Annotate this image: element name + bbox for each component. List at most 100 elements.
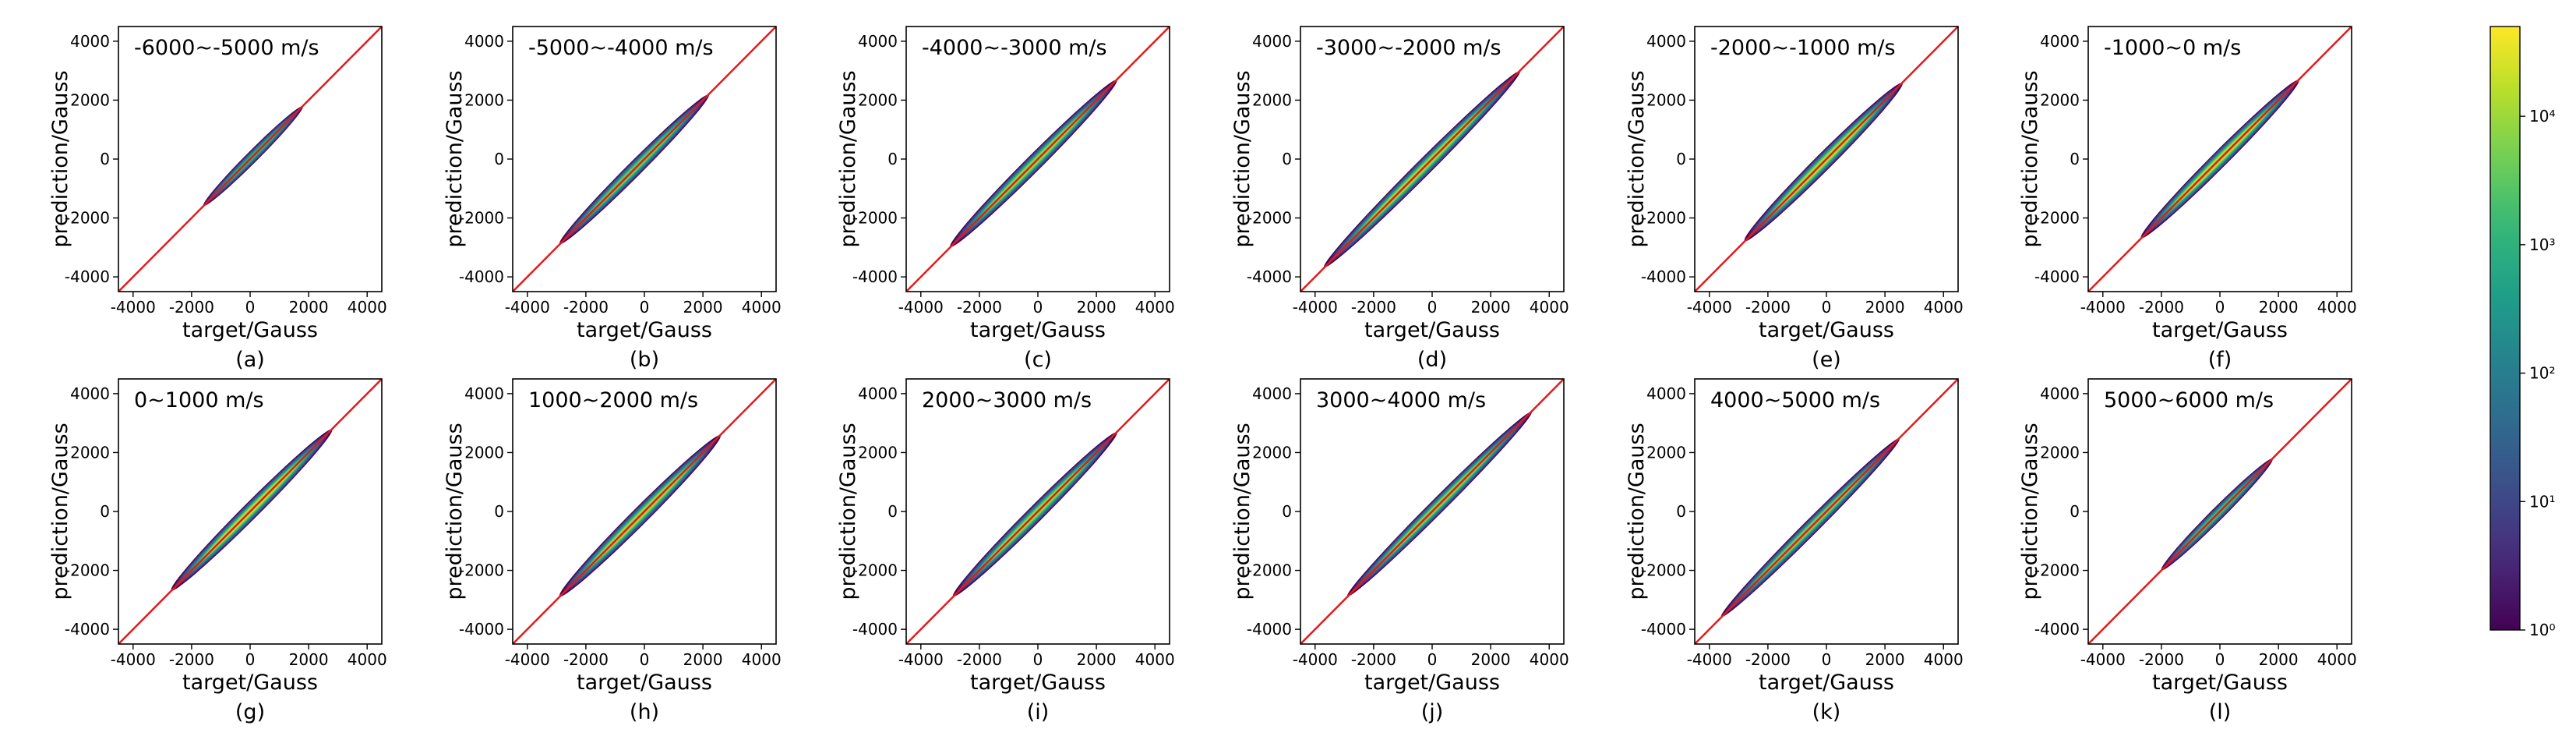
x-tick-label: -2000: [957, 650, 1002, 669]
y-tick-label: 0: [887, 502, 898, 521]
x-tick-label: 4000: [1530, 650, 1569, 669]
y-tick-label: 4000: [1252, 384, 1292, 403]
y-tick-label: -2000: [852, 209, 898, 228]
x-tick-label: -4000: [898, 650, 944, 669]
y-tick-label: 2000: [1646, 90, 1686, 109]
reference-line: [1695, 27, 1958, 292]
panel-title: 0~1000 m/s: [134, 388, 264, 412]
y-tick-label: -2000: [1247, 561, 1292, 580]
y-tick-label: 0: [494, 502, 504, 521]
x-tick-label: -2000: [169, 650, 214, 669]
y-tick-label: -2000: [2034, 561, 2080, 580]
y-axis-label: prediction/Gauss: [1625, 423, 1649, 600]
x-axis-label: target/Gauss: [970, 318, 1106, 342]
y-tick-label: 0: [2070, 150, 2080, 168]
x-tick-label: 2000: [2259, 650, 2299, 669]
x-tick-label: 0: [2215, 650, 2225, 669]
x-tick-label: 2000: [1865, 298, 1905, 317]
panel-j: -4000 -2000 0 2000 4000 -4000 -2000 0 2000 4000 ta…: [1230, 378, 1569, 724]
x-tick-label: -2000: [957, 298, 1002, 317]
x-tick-label: 2000: [1077, 298, 1117, 317]
panel-f: -4000 -2000 0 2000 4000 -4000 -2000 0 2000 4000 ta…: [2018, 26, 2357, 372]
x-tick-label: 4000: [348, 298, 387, 317]
x-tick-label: 2000: [683, 298, 723, 317]
colorbar-tick-label: 10³: [2529, 235, 2555, 254]
reference-line: [1695, 379, 1958, 644]
panel-h: -4000 -2000 0 2000 4000 -4000 -2000 0 2000 4000 ta…: [443, 378, 782, 724]
panel-title: -2000~-1000 m/s: [1710, 36, 1896, 60]
reference-line: [2088, 379, 2352, 644]
y-tick-label: 4000: [70, 32, 110, 51]
y-tick-label: -2000: [2034, 209, 2080, 228]
colorbar-tick-label: 10²: [2529, 364, 2555, 383]
x-tick-label: 4000: [1924, 298, 1964, 317]
y-tick-label: 2000: [464, 443, 504, 462]
panel-b: -4000 -2000 0 2000 4000 -4000 -2000 0 2000 4000 ta…: [443, 26, 782, 372]
x-tick-label: 2000: [2259, 298, 2299, 317]
panel-title: 4000~5000 m/s: [1710, 388, 1880, 412]
x-tick-label: 4000: [1135, 650, 1175, 669]
y-tick-label: 4000: [1252, 32, 1292, 51]
y-tick-label: -4000: [459, 620, 504, 639]
x-axis-label: target/Gauss: [577, 318, 712, 342]
x-tick-label: 4000: [2317, 298, 2357, 317]
panel-title: -3000~-2000 m/s: [1316, 36, 1501, 60]
scatter-density: [1695, 379, 1958, 644]
y-tick-label: 2000: [1252, 443, 1292, 462]
panel-label: (c): [1024, 348, 1052, 372]
reference-line: [1300, 27, 1564, 292]
y-tick-label: 4000: [2040, 32, 2080, 51]
y-tick-label: -4000: [2034, 267, 2080, 286]
reference-line: [513, 379, 776, 644]
scatter-density: [906, 379, 1170, 644]
y-tick-label: -2000: [1641, 209, 1686, 228]
panel-title: 1000~2000 m/s: [528, 388, 698, 412]
x-tick-label: 0: [640, 298, 650, 317]
x-axis-label: target/Gauss: [182, 318, 318, 342]
y-tick-label: 0: [1282, 502, 1292, 521]
x-axis-label: target/Gauss: [577, 671, 712, 695]
colorbar-tick-label: 10⁰: [2529, 621, 2555, 639]
y-tick-label: 2000: [2040, 443, 2080, 462]
x-axis-label: target/Gauss: [1364, 318, 1500, 342]
y-axis-label: prediction/Gauss: [1625, 70, 1649, 247]
y-tick-label: 2000: [1252, 90, 1292, 109]
y-axis-label: prediction/Gauss: [48, 70, 72, 247]
y-tick-label: 4000: [464, 32, 504, 51]
panel-title: -5000~-4000 m/s: [528, 36, 714, 60]
y-tick-label: 4000: [2040, 384, 2080, 403]
y-tick-label: -4000: [65, 267, 110, 286]
panel-label: (g): [235, 700, 265, 724]
y-tick-label: 4000: [1646, 384, 1686, 403]
x-tick-label: -2000: [563, 298, 609, 317]
scatter-density: [118, 27, 382, 292]
panel-title: 2000~3000 m/s: [922, 388, 1092, 412]
x-tick-label: 0: [2215, 298, 2225, 317]
x-tick-label: 0: [1033, 650, 1043, 669]
colorbar-frame: [2490, 26, 2521, 631]
x-tick-label: -2000: [1351, 298, 1396, 317]
y-axis-label: prediction/Gauss: [48, 423, 72, 600]
y-tick-label: -2000: [65, 561, 110, 580]
y-tick-label: 2000: [1646, 443, 1686, 462]
x-tick-label: -4000: [1293, 298, 1338, 317]
y-axis-label: prediction/Gauss: [2018, 423, 2042, 600]
x-tick-label: -2000: [563, 650, 609, 669]
x-tick-label: 0: [1427, 298, 1438, 317]
scatter-density: [513, 27, 776, 292]
y-tick-label: 4000: [858, 384, 898, 403]
scatter-density: [1695, 27, 1958, 292]
x-axis-label: target/Gauss: [1364, 671, 1500, 695]
panel-label: (d): [1417, 348, 1447, 372]
x-tick-label: -2000: [1745, 298, 1791, 317]
colorbar-tick-label: 10⁴: [2529, 107, 2555, 126]
y-tick-label: 2000: [858, 90, 898, 109]
panel-label: (i): [1027, 700, 1050, 724]
colorbar-tick-label: 10¹: [2529, 492, 2555, 511]
y-axis-label: prediction/Gauss: [443, 70, 467, 247]
y-tick-label: -4000: [1641, 620, 1686, 639]
panel-a: -4000 -2000 0 2000 4000 -4000 -2000 0 2000 4000 ta…: [48, 26, 387, 372]
panel-k: -4000 -2000 0 2000 4000 -4000 -2000 0 2000 4000 ta…: [1625, 378, 1964, 724]
x-tick-label: -4000: [2080, 650, 2126, 669]
x-tick-label: 2000: [683, 650, 723, 669]
